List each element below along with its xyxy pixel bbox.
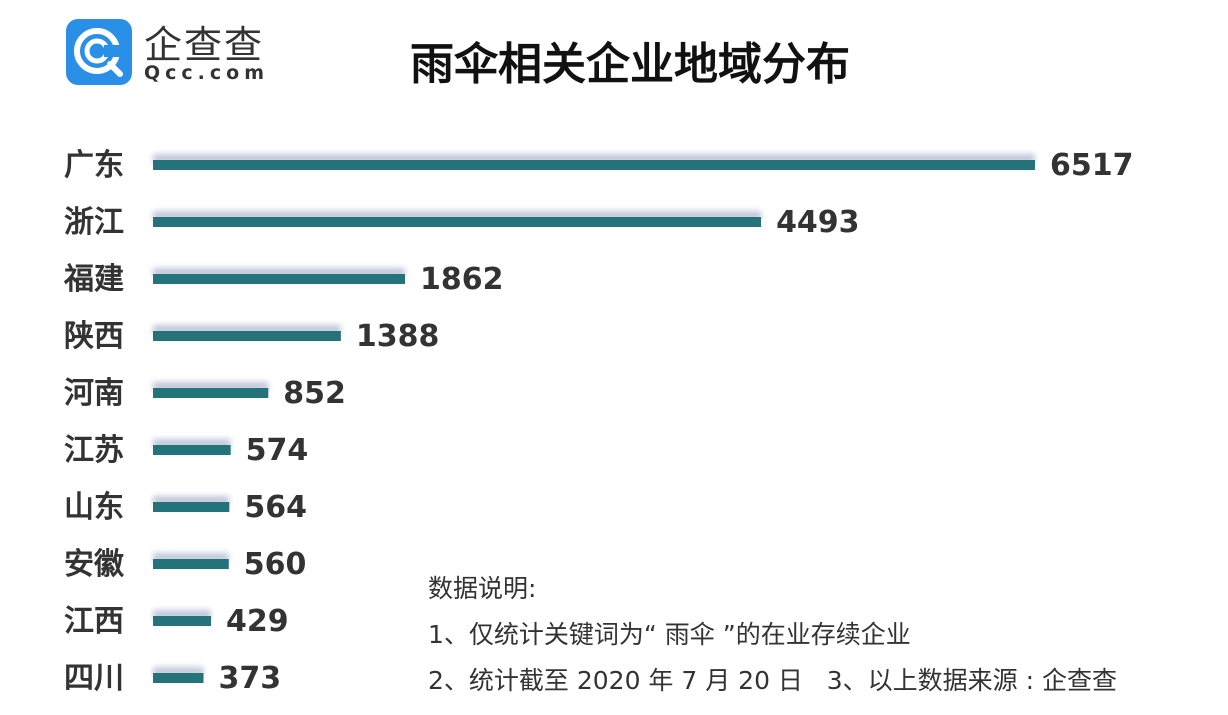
qcc-logo-icon [74,28,123,77]
data-notes: 数据说明: 1、仅统计关键词为“ 雨伞 ”的在业存续企业 2、统计截至 2020… [428,566,1117,704]
bar-shadow [153,439,231,448]
qcc-logo [66,19,132,85]
logo-name: 企查查 [144,23,265,67]
bar [153,673,204,683]
bar [153,559,229,569]
notes-line-1: 1、仅统计关键词为“ 雨伞 ”的在业存续企业 [428,620,911,649]
bar-shadow [153,211,762,220]
notes-line-2: 2、统计截至 2020 年 7 月 20 日 3、以上数据来源 : 企查查 [428,666,1117,695]
bar [153,502,230,512]
bar [153,160,1035,170]
value-label: 1862 [420,262,504,297]
category-label: 河南 [64,376,124,411]
bar-shadow [153,382,269,391]
value-label: 373 [218,661,281,696]
category-label: 广东 [64,148,124,183]
value-label: 852 [283,376,346,411]
bar [153,217,762,227]
category-label: 浙江 [64,205,124,240]
category-label: 山东 [64,490,124,525]
category-label: 福建 [63,262,124,297]
value-label: 574 [246,433,309,468]
value-label: 560 [244,547,307,582]
bar [153,388,269,398]
category-label: 江西 [64,604,124,639]
bar-shadow [153,325,341,334]
category-label: 安徽 [64,547,125,582]
bar-shadow [153,268,405,277]
bar-shadow [153,610,212,619]
category-label: 江苏 [64,433,124,468]
value-label: 4493 [776,205,860,240]
category-label: 四川 [64,661,124,696]
category-label: 陕西 [64,319,124,354]
chart-title: 雨伞相关企业地域分布 [410,39,850,90]
logo-domain: Qcc.com [144,62,270,84]
bar [153,445,231,455]
bar [153,616,212,626]
value-label: 1388 [356,319,440,354]
bar-shadow [153,154,1035,163]
value-label: 429 [226,604,289,639]
notes-heading: 数据说明: [428,574,537,603]
bar-shadow [153,553,229,562]
value-label: 6517 [1050,148,1134,183]
bar-shadow [153,667,204,676]
bar [153,331,341,341]
value-label: 564 [244,490,307,525]
bar [153,274,405,284]
bar-shadow [153,496,230,505]
